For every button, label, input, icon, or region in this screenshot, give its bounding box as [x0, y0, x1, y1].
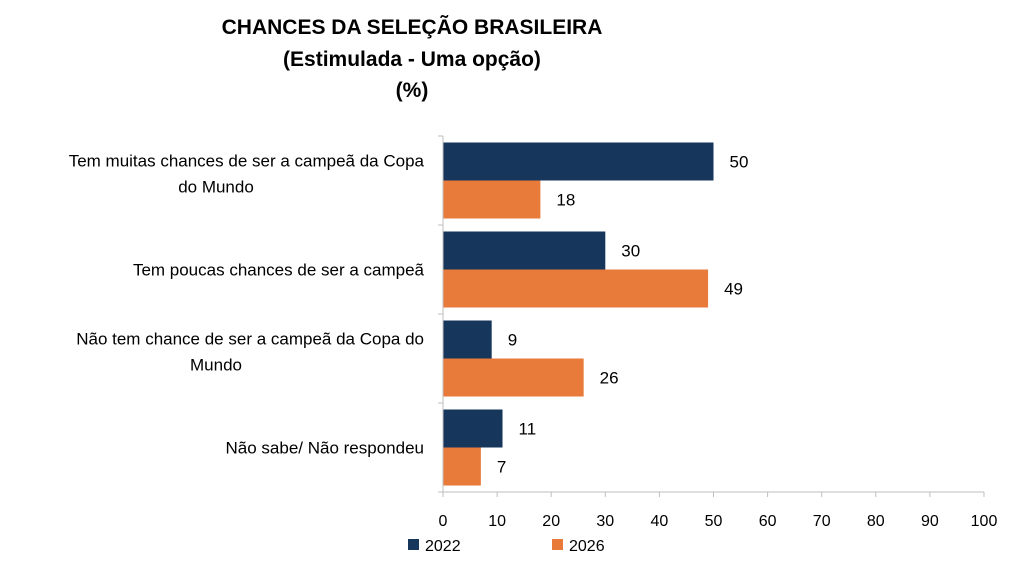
x-tick-label: 80 [867, 513, 885, 530]
bar-2022 [443, 320, 492, 359]
legend-label: 2022 [425, 538, 461, 555]
category-label: Não tem chance de ser a campeã da Copa d… [76, 330, 424, 349]
category-label: Tem muitas chances de ser a campeã da Co… [69, 152, 425, 171]
category-label: do Mundo [178, 178, 254, 197]
chart-title-line: CHANCES DA SELEÇÃO BRASILEIRA [222, 16, 603, 39]
x-tick-label: 100 [971, 513, 998, 530]
data-label: 49 [724, 280, 743, 299]
legend-swatch-2022 [408, 539, 419, 550]
x-tick-label: 30 [596, 513, 614, 530]
category-label: Não sabe/ Não respondeu [226, 439, 424, 458]
x-tick-label: 20 [542, 513, 560, 530]
chart-title-line: (Estimulada - Uma opção) [283, 48, 541, 71]
x-tick-label: 70 [813, 513, 831, 530]
bar-2022 [443, 142, 714, 181]
x-tick-label: 50 [705, 513, 723, 530]
data-label: 7 [497, 458, 506, 477]
data-label: 11 [519, 420, 537, 439]
chart-title-line: (%) [396, 79, 429, 102]
bar-2022 [443, 231, 606, 270]
bar-2026 [443, 447, 481, 486]
data-label: 30 [621, 242, 640, 261]
data-label: 26 [600, 369, 619, 388]
x-tick-label: 60 [759, 513, 777, 530]
data-label: 9 [508, 331, 517, 350]
x-tick-label: 10 [488, 513, 506, 530]
category-label: Mundo [190, 356, 242, 375]
legend-label: 2026 [569, 538, 605, 555]
legend-swatch-2026 [552, 539, 563, 550]
bar-2026 [443, 180, 541, 219]
category-label: Tem poucas chances de ser a campeã [133, 261, 425, 280]
x-tick-label: 0 [439, 513, 448, 530]
data-label: 50 [730, 153, 749, 172]
bar-2022 [443, 409, 503, 448]
x-tick-label: 90 [921, 513, 939, 530]
data-label: 18 [556, 191, 575, 210]
bar-2026 [443, 358, 584, 397]
x-tick-label: 40 [651, 513, 669, 530]
bar-2026 [443, 269, 709, 308]
